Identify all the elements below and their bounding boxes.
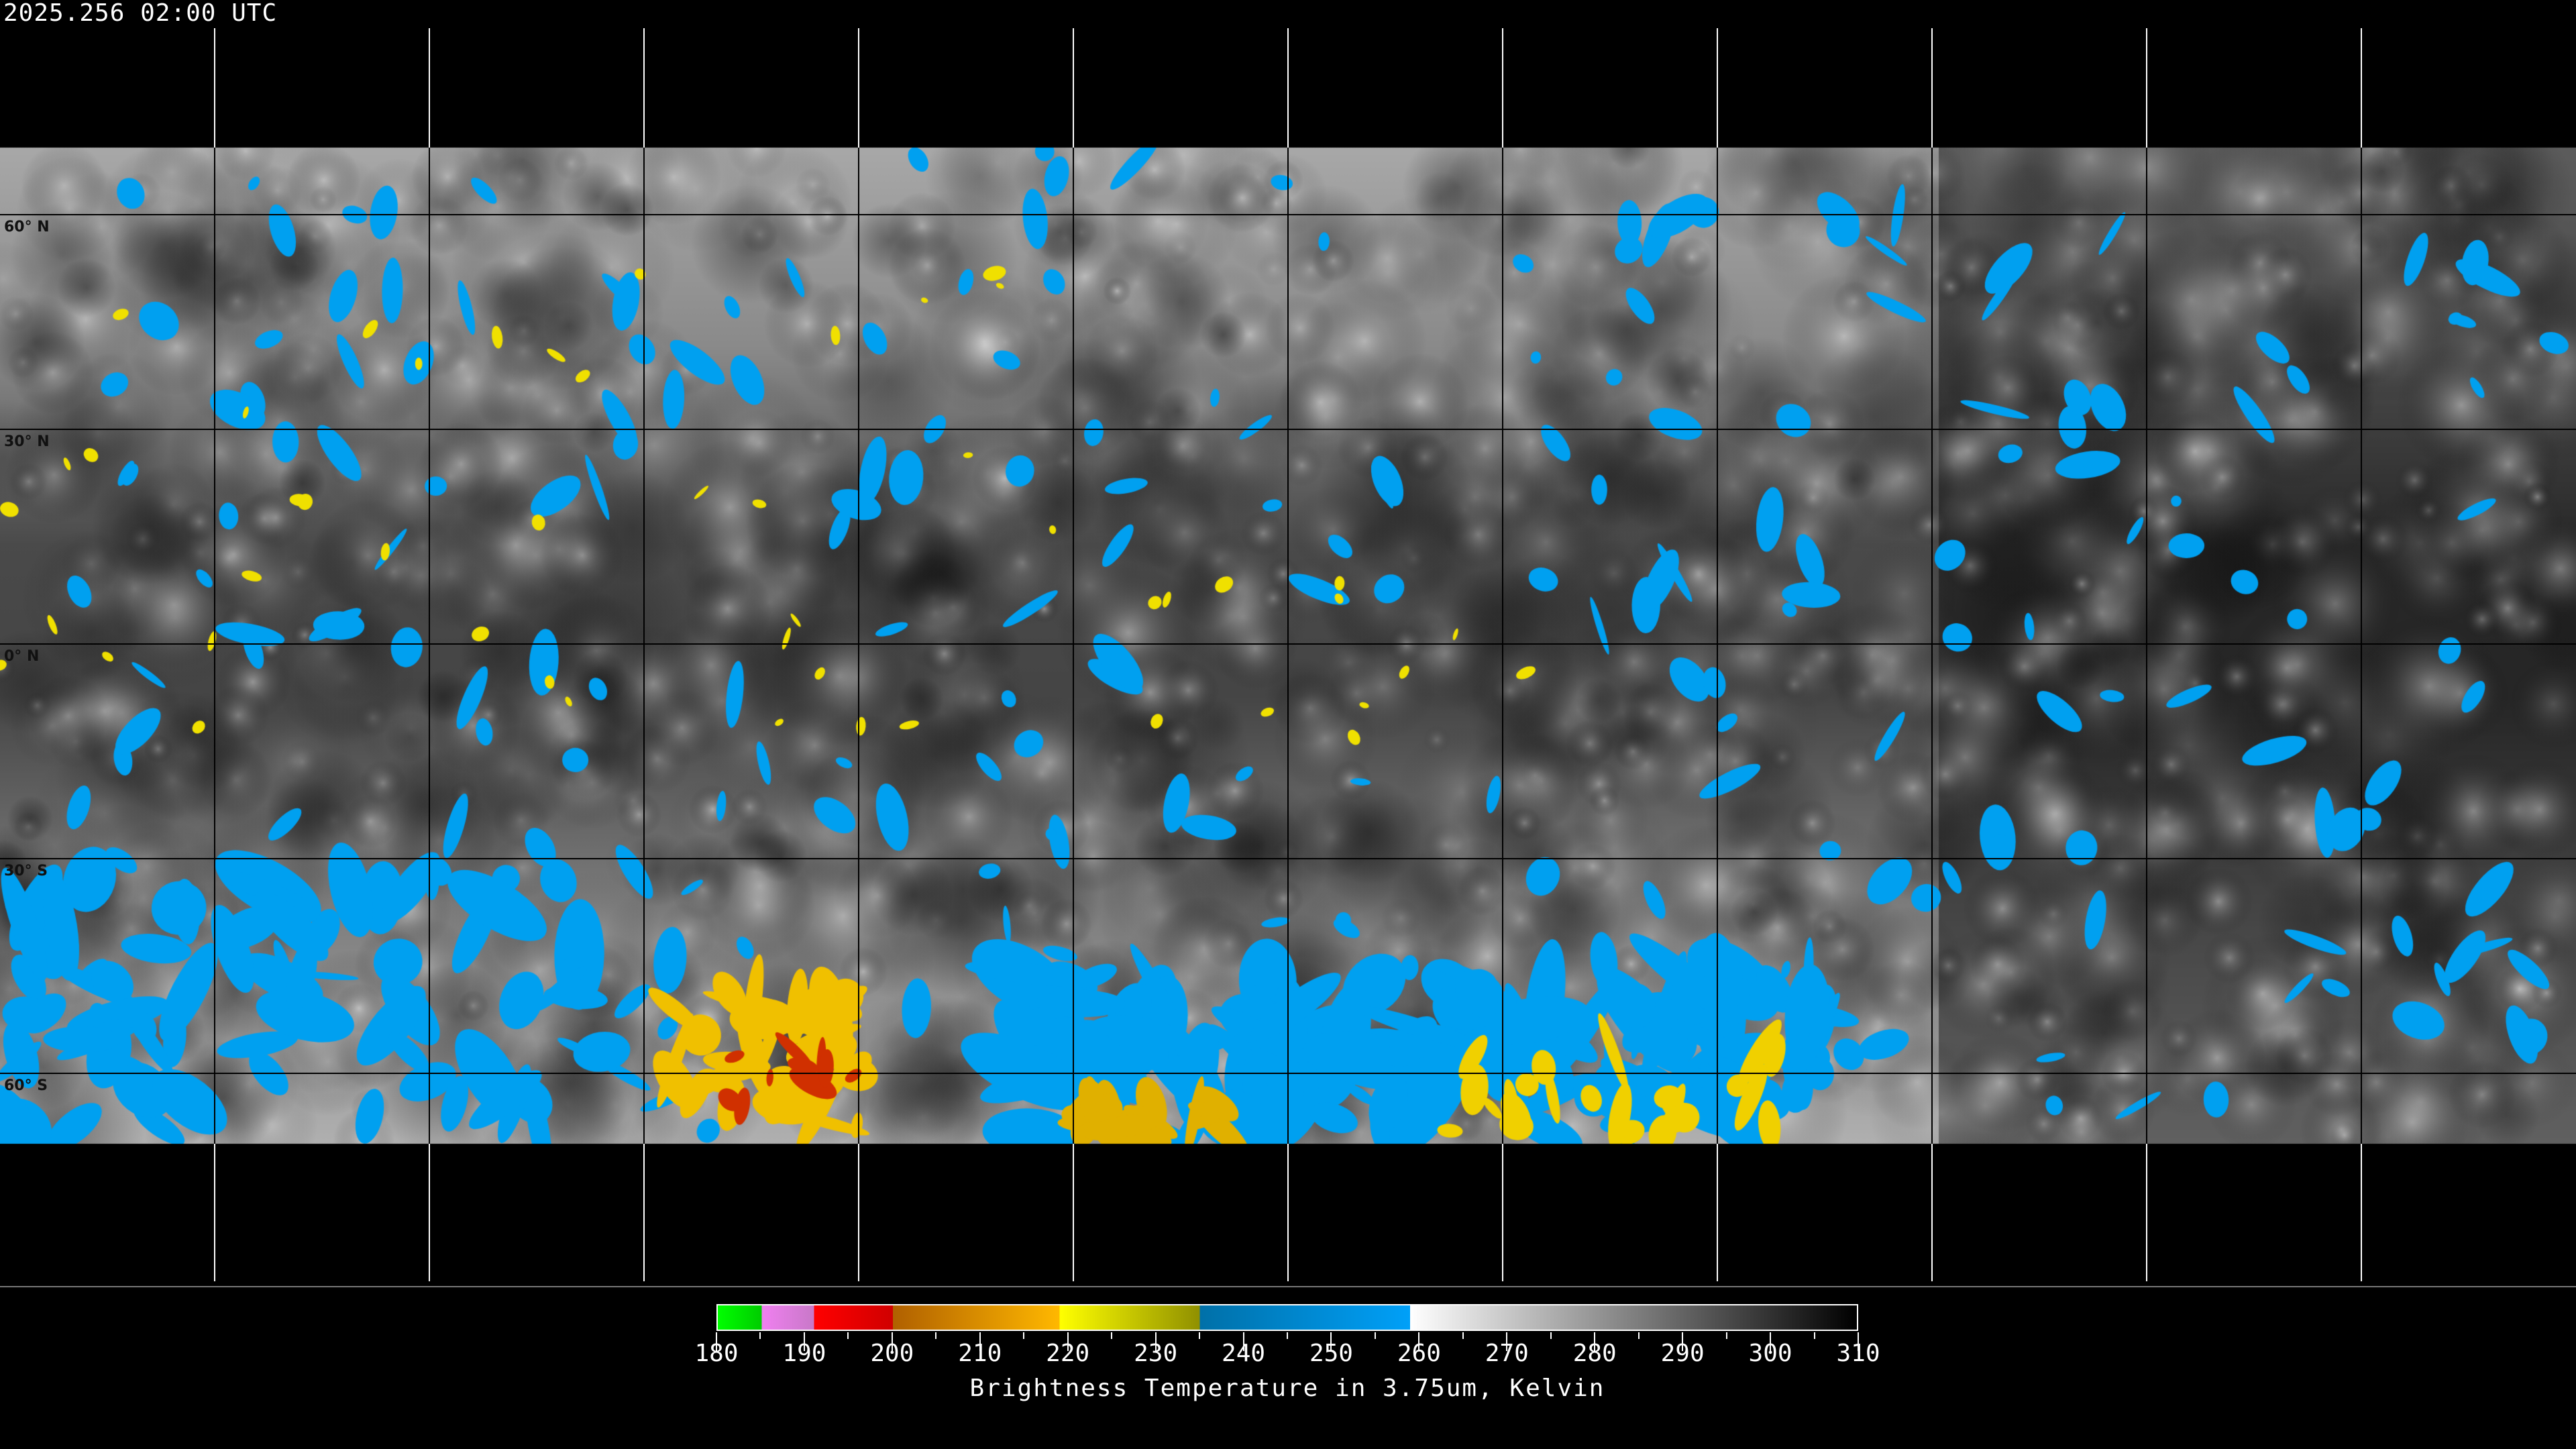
colorbar-title: Brightness Temperature in 3.75um, Kelvin	[969, 1375, 1605, 1402]
colorbar-tick-label: 250	[1309, 1340, 1353, 1367]
colorbar-tick	[1418, 1332, 1420, 1351]
colorbar-tick-label: 200	[870, 1340, 914, 1367]
colorbar-tick	[803, 1332, 805, 1351]
latitude-label: 30° N	[4, 433, 50, 450]
colorbar-tick	[1462, 1332, 1464, 1339]
colorbar-tick	[1023, 1332, 1025, 1339]
colorbar-tick-label: 210	[958, 1340, 1002, 1367]
colorbar-tick-label: 270	[1485, 1340, 1529, 1367]
colorbar-tick-label: 310	[1836, 1340, 1880, 1367]
colorbar-tick	[1242, 1332, 1244, 1351]
colorbar-tick	[1594, 1332, 1596, 1351]
latitude-label: 60° S	[4, 1077, 48, 1094]
colorbar-tick-label: 220	[1046, 1340, 1090, 1367]
colorbar	[716, 1304, 1858, 1331]
latitude-label: 60° N	[4, 219, 50, 235]
timestamp-label: 2025.256 02:00 UTC	[3, 0, 278, 27]
colorbar-tick	[1770, 1332, 1772, 1351]
colorbar-tick	[1287, 1332, 1288, 1339]
colorbar-tick	[1330, 1332, 1332, 1351]
colorbar-tick	[716, 1332, 717, 1351]
colorbar-tick-label: 300	[1748, 1340, 1792, 1367]
colorbar-tick	[1155, 1332, 1157, 1351]
colorbar-tick	[1813, 1332, 1815, 1339]
colorbar-tick	[1067, 1332, 1069, 1351]
colorbar-tick	[1111, 1332, 1113, 1339]
colorbar-tick	[1725, 1332, 1727, 1339]
latitude-label: 0° N	[4, 648, 40, 665]
colorbar-tick-label: 180	[694, 1340, 739, 1367]
colorbar-tick-label: 190	[782, 1340, 826, 1367]
colorbar-tick	[1858, 1332, 1859, 1351]
colorbar-tick-label: 240	[1222, 1340, 1266, 1367]
colorbar-tick	[759, 1332, 761, 1339]
colorbar-tick	[1682, 1332, 1684, 1351]
colorbar-tick	[847, 1332, 849, 1339]
lat-lon-grid	[0, 28, 2576, 1287]
colorbar-tick	[1506, 1332, 1508, 1351]
colorbar-tick-label: 230	[1134, 1340, 1178, 1367]
colorbar-tick	[979, 1332, 981, 1351]
colorbar-tick	[935, 1332, 937, 1339]
latitude-label: 30° S	[4, 863, 48, 879]
colorbar-tick	[1199, 1332, 1201, 1339]
colorbar-tick-label: 260	[1397, 1340, 1441, 1367]
colorbar-tick	[1638, 1332, 1640, 1339]
colorbar-tick	[891, 1332, 893, 1351]
colorbar-tick	[1374, 1332, 1376, 1339]
colorbar-tick-label: 280	[1572, 1340, 1617, 1367]
colorbar-tick	[1550, 1332, 1552, 1339]
colorbar-tick-label: 290	[1660, 1340, 1705, 1367]
